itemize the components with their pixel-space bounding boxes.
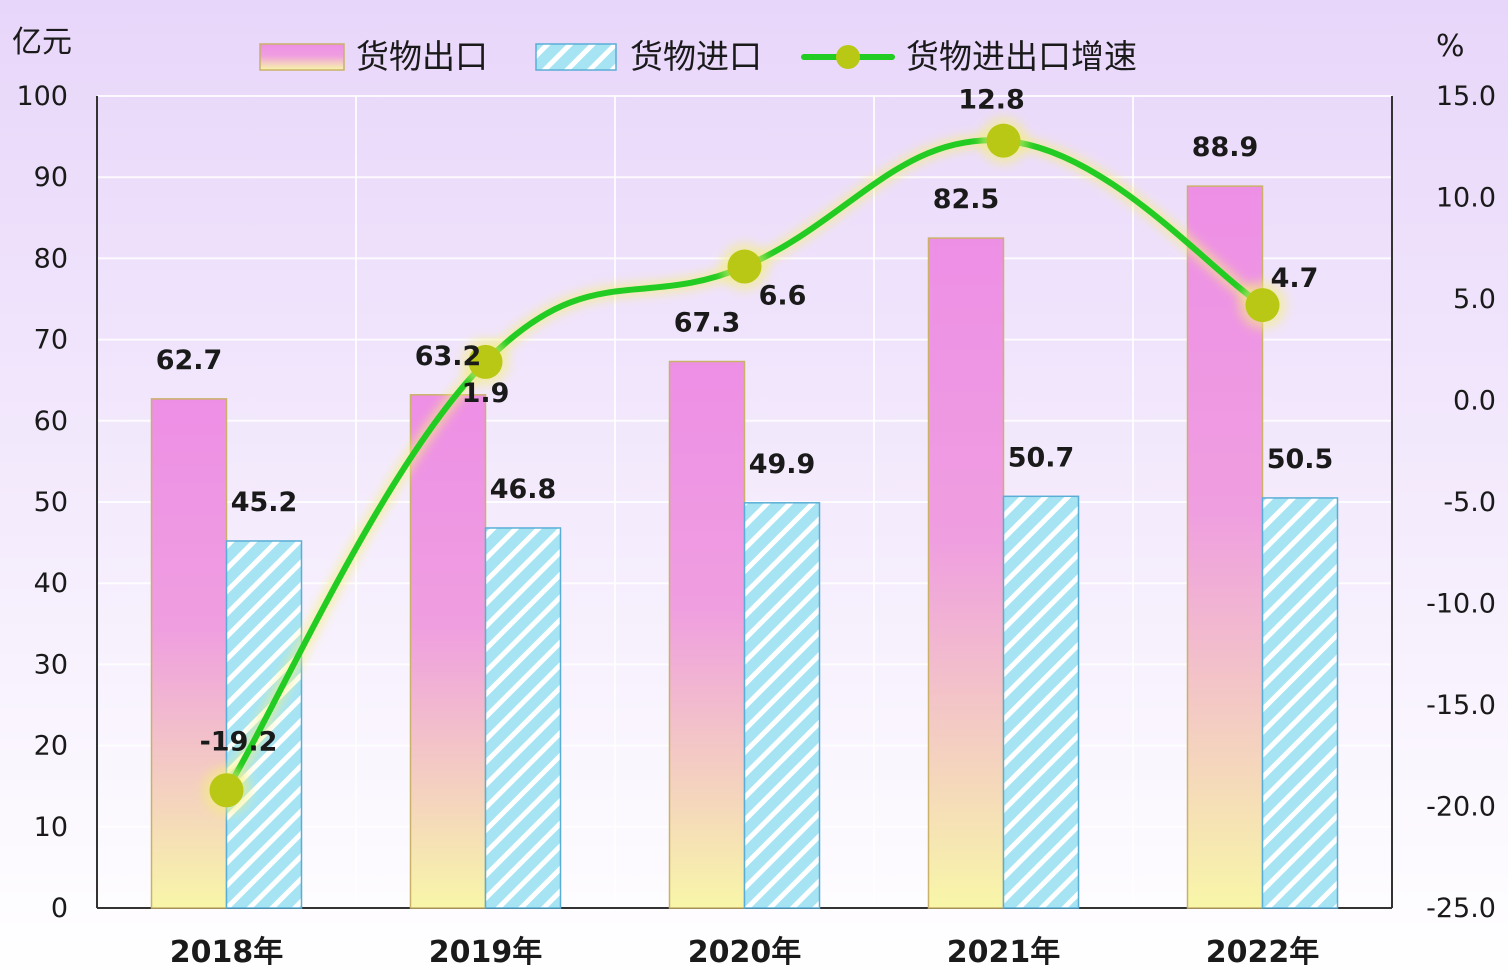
left-tick-label: 70 xyxy=(34,325,68,356)
left-tick-label: 10 xyxy=(34,812,68,843)
left-tick-label: 90 xyxy=(34,162,68,193)
growth-marker xyxy=(468,344,503,379)
bar-import xyxy=(743,502,821,909)
bar-import xyxy=(484,527,562,909)
legend-swatch-import xyxy=(535,43,617,71)
right-tick-label: 0.0 xyxy=(1453,386,1496,417)
legend-label-import: 货物进口 xyxy=(630,37,762,76)
legend-swatch-export xyxy=(259,43,345,71)
legend-marker-growth xyxy=(836,45,860,69)
label-export: 82.5 xyxy=(933,184,1000,215)
category-label: 2019年 xyxy=(429,935,543,970)
left-tick-label: 20 xyxy=(34,731,68,762)
growth-marker xyxy=(986,123,1021,158)
label-export: 67.3 xyxy=(674,308,741,339)
axes: 0 10 20 30 40 50 60 70 80 90 100 -25.0 -20.0 -15.0 -10… xyxy=(16,81,1496,970)
left-tick-label: 60 xyxy=(34,406,68,437)
label-export: 63.2 xyxy=(415,341,482,372)
data-labels: 62.7 45.2 63.2 46.8 67.3 49.9 82.5 50.7 88.9 50.5… xyxy=(156,85,1334,758)
category-label: 2022年 xyxy=(1206,935,1320,970)
bar-export xyxy=(668,360,746,909)
right-tick-label: 15.0 xyxy=(1436,81,1496,112)
label-import: 50.7 xyxy=(1008,442,1075,473)
left-axis-unit: 亿元 xyxy=(12,25,72,60)
category-label: 2021年 xyxy=(947,935,1061,970)
label-export: 62.7 xyxy=(156,345,223,376)
label-export: 88.9 xyxy=(1192,132,1259,163)
right-tick-label: -10.0 xyxy=(1426,589,1496,620)
label-import: 46.8 xyxy=(490,474,557,505)
bar-export xyxy=(150,398,228,909)
bar-import xyxy=(1002,495,1080,909)
legend-label-export: 货物出口 xyxy=(356,37,488,76)
right-tick-label: -25.0 xyxy=(1426,893,1496,924)
label-growth: 4.7 xyxy=(1271,263,1319,294)
category-label: 2018年 xyxy=(170,935,284,970)
category-label: 2020年 xyxy=(688,935,802,970)
legend-label-growth: 货物进出口增速 xyxy=(906,37,1137,76)
growth-marker xyxy=(209,773,244,808)
left-tick-label: 80 xyxy=(34,243,68,274)
bars xyxy=(150,185,1339,909)
right-tick-label: -20.0 xyxy=(1426,792,1496,823)
label-growth: 12.8 xyxy=(958,85,1025,116)
label-import: 45.2 xyxy=(231,487,298,518)
bar-export xyxy=(409,394,487,909)
growth-line xyxy=(202,116,1287,815)
bar-import xyxy=(1261,497,1339,909)
growth-line-path xyxy=(223,137,1266,794)
left-tick-label: 100 xyxy=(16,81,68,112)
label-growth: 6.6 xyxy=(759,281,807,312)
bar-export xyxy=(927,237,1005,909)
label-growth: -19.2 xyxy=(200,726,278,757)
growth-marker xyxy=(727,249,762,284)
right-tick-label: 10.0 xyxy=(1436,183,1496,214)
right-tick-label: 5.0 xyxy=(1453,284,1496,315)
right-tick-label: -15.0 xyxy=(1426,690,1496,721)
left-tick-label: 0 xyxy=(51,893,68,924)
growth-marker xyxy=(1245,288,1280,323)
right-axis-unit: % xyxy=(1436,29,1465,64)
label-import: 49.9 xyxy=(749,449,816,480)
left-tick-label: 30 xyxy=(34,649,68,680)
label-growth: 1.9 xyxy=(462,378,510,409)
left-tick-label: 50 xyxy=(34,487,68,518)
left-tick-label: 40 xyxy=(34,568,68,599)
label-import: 50.5 xyxy=(1267,444,1334,475)
legend: 货物出口 货物进口 货物进出口增速 xyxy=(259,37,1137,76)
right-tick-label: -5.0 xyxy=(1443,487,1496,518)
